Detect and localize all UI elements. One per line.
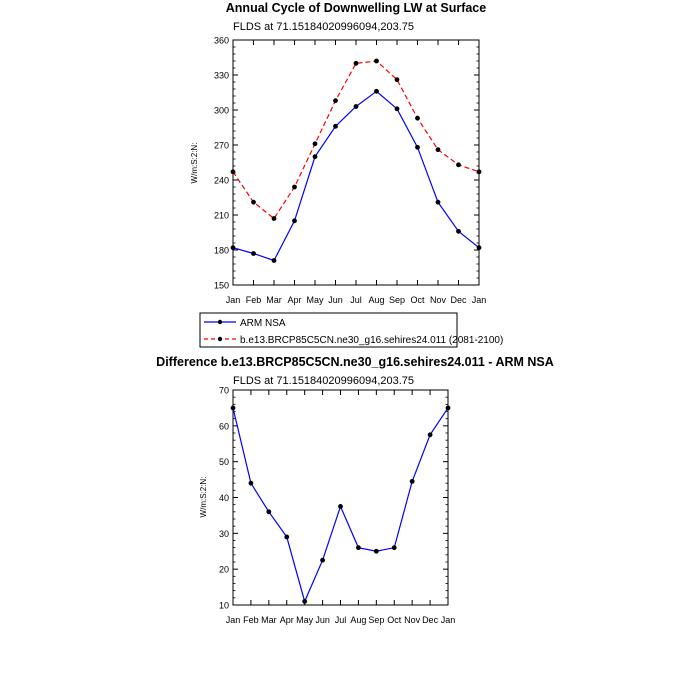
- x-tick-label: Dec: [422, 615, 439, 625]
- chart1-title: Annual Cycle of Downwelling LW at Surfac…: [226, 1, 486, 15]
- series-1-point: [394, 77, 400, 83]
- series-1-point: [292, 184, 297, 190]
- series-0-point: [312, 154, 318, 160]
- x-tick-label: Apr: [280, 615, 294, 625]
- x-tick-label: Sep: [389, 295, 405, 305]
- x-tick-label: Mar: [261, 615, 277, 625]
- y-tick-label: 180: [214, 246, 229, 256]
- y-tick-label: 360: [214, 36, 229, 46]
- series-0-point: [271, 258, 277, 263]
- series-0-point: [230, 245, 236, 251]
- series-0-point: [415, 144, 420, 150]
- x-tick-label: May: [296, 615, 314, 625]
- series-0-point: [394, 106, 400, 112]
- x-tick-label: May: [306, 295, 324, 305]
- series-0-point: [230, 405, 236, 411]
- x-tick-label: Jul: [335, 615, 347, 625]
- series-1-point: [230, 169, 236, 175]
- x-tick-label: Jan: [472, 295, 487, 305]
- x-tick-label: Apr: [287, 295, 301, 305]
- chart1-plot-frame: [232, 39, 480, 286]
- y-tick-label: 210: [214, 211, 229, 221]
- series-0-point: [445, 405, 451, 411]
- x-tick-label: Jul: [350, 295, 362, 305]
- series-1-point: [251, 199, 256, 205]
- y-tick-label: 60: [219, 421, 229, 431]
- x-tick-label: Jun: [328, 295, 343, 305]
- series-0-point: [292, 218, 297, 224]
- series-0-point: [373, 548, 379, 554]
- series-line-1: [232, 60, 480, 220]
- chart2-subtitle: FLDS at 71.15184020996094,203.75: [233, 375, 414, 387]
- series-1-point: [353, 60, 359, 66]
- y-tick-label: 330: [214, 71, 229, 81]
- series-0-point: [333, 123, 338, 129]
- series-0-point: [248, 480, 254, 486]
- series-0-point: [374, 88, 379, 94]
- series-0-point: [476, 245, 482, 251]
- chart2-plot-frame: [232, 389, 449, 606]
- series-1-point: [476, 169, 482, 175]
- y-tick-label: 300: [214, 106, 229, 116]
- y-tick-label: 50: [219, 457, 229, 467]
- x-tick-label: Jan: [226, 295, 241, 305]
- annual-cycle-chart: Annual Cycle of Downwelling LW at Surfac…: [190, 1, 503, 348]
- x-tick-label: Sep: [368, 615, 384, 625]
- series-0-point: [409, 478, 415, 484]
- x-tick-label: Aug: [368, 295, 384, 305]
- x-tick-label: Feb: [246, 295, 262, 305]
- series-1-point: [312, 141, 318, 147]
- series-1-point: [456, 162, 461, 168]
- legend-marker-arm-nsa: [217, 319, 223, 325]
- x-tick-label: Oct: [387, 615, 402, 625]
- x-tick-label: Jan: [441, 615, 456, 625]
- x-tick-label: Jun: [315, 615, 330, 625]
- series-0-point: [320, 557, 325, 563]
- legend-label-arm-nsa: ARM NSA: [240, 318, 286, 329]
- series-line-0: [232, 90, 480, 262]
- legend-box: [199, 312, 458, 348]
- chart1-legend: ARM NSA b.e13.BRCP85C5CN.ne30_g16.sehire…: [199, 312, 503, 348]
- series-0-point: [266, 509, 272, 515]
- series-1-point: [435, 147, 441, 153]
- y-tick-label: 40: [219, 493, 229, 503]
- series-0-point: [284, 534, 290, 540]
- series-0-point: [338, 504, 343, 509]
- series-0-point: [456, 228, 461, 234]
- series-1-point: [333, 98, 338, 104]
- y-tick-label: 270: [214, 141, 229, 151]
- x-tick-label: Jan: [226, 615, 241, 625]
- series-0-point: [356, 545, 361, 551]
- y-tick-label: 20: [219, 565, 229, 575]
- series-0-point: [251, 251, 256, 256]
- x-tick-label: Nov: [430, 295, 447, 305]
- series-0-point: [353, 104, 359, 109]
- y-tick-label: 70: [219, 386, 229, 396]
- series-0-point: [427, 432, 433, 438]
- chart2-title: Difference b.e13.BRCP85C5CN.ne30_g16.seh…: [156, 355, 554, 369]
- series-1-point: [415, 115, 420, 121]
- chart2-y-axis-label: W/m:S:2:N:: [199, 477, 208, 518]
- series-0-point: [302, 599, 308, 604]
- x-tick-label: Dec: [450, 295, 467, 305]
- y-tick-label: 10: [219, 601, 229, 611]
- x-tick-label: Nov: [404, 615, 421, 625]
- series-0-point: [435, 199, 441, 205]
- y-tick-label: 240: [214, 176, 229, 186]
- series-1-point: [374, 58, 379, 64]
- y-tick-label: 30: [219, 529, 229, 539]
- chart1-subtitle: FLDS at 71.15184020996094,203.75: [233, 21, 414, 33]
- legend-label-model: b.e13.BRCP85C5CN.ne30_g16.sehires24.011 …: [240, 335, 503, 346]
- chart1-y-axis-label: W/m:S:2:N:: [190, 143, 199, 184]
- series-0-point: [391, 545, 397, 551]
- x-tick-label: Feb: [243, 615, 259, 625]
- x-tick-label: Mar: [266, 295, 282, 305]
- x-tick-label: Oct: [410, 295, 425, 305]
- x-tick-label: Aug: [350, 615, 366, 625]
- series-1-point: [271, 216, 277, 221]
- y-tick-label: 150: [214, 281, 229, 291]
- legend-marker-model: [217, 336, 223, 342]
- difference-chart: Difference b.e13.BRCP85C5CN.ne30_g16.seh…: [156, 355, 554, 625]
